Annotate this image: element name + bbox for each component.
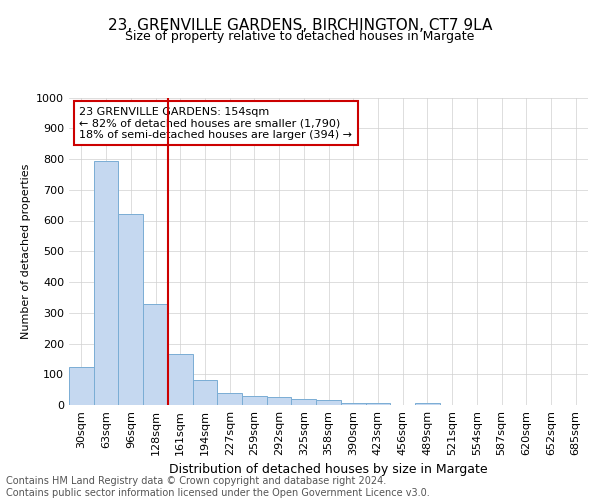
Bar [292,399,316,405]
Bar [168,354,193,405]
Bar [316,400,341,405]
Bar [341,404,365,405]
Bar [217,392,242,405]
Text: 23 GRENVILLE GARDENS: 154sqm
← 82% of detached houses are smaller (1,790)
18% of: 23 GRENVILLE GARDENS: 154sqm ← 82% of de… [79,106,352,140]
Y-axis label: Number of detached properties: Number of detached properties [20,164,31,339]
Bar [415,404,440,405]
Bar [94,160,118,405]
Bar [242,396,267,405]
Text: Size of property relative to detached houses in Margate: Size of property relative to detached ho… [125,30,475,43]
X-axis label: Distribution of detached houses by size in Margate: Distribution of detached houses by size … [169,464,488,476]
Text: 23, GRENVILLE GARDENS, BIRCHINGTON, CT7 9LA: 23, GRENVILLE GARDENS, BIRCHINGTON, CT7 … [108,18,492,32]
Bar [365,404,390,405]
Bar [267,398,292,405]
Bar [69,366,94,405]
Bar [143,304,168,405]
Bar [118,214,143,405]
Bar [193,380,217,405]
Text: Contains HM Land Registry data © Crown copyright and database right 2024.
Contai: Contains HM Land Registry data © Crown c… [6,476,430,498]
